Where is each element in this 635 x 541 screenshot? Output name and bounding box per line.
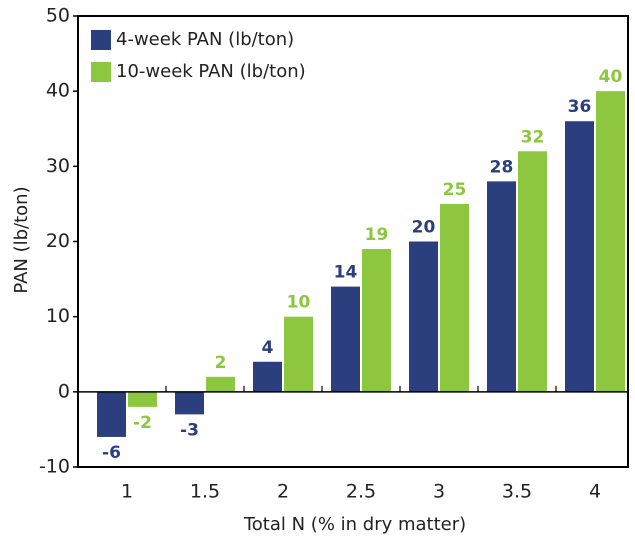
bar	[596, 91, 625, 392]
x-axis-label: Total N (% in dry matter)	[243, 514, 466, 535]
bar	[487, 181, 516, 392]
y-tick-label: 50	[46, 5, 70, 27]
x-tick-label: 1.5	[190, 481, 220, 503]
value-label: 28	[490, 157, 514, 177]
bar	[284, 316, 313, 392]
y-tick-label: 10	[46, 305, 70, 327]
y-tick-label: -10	[39, 456, 70, 478]
legend-swatch	[91, 62, 111, 82]
bar	[128, 391, 157, 407]
value-label: 20	[412, 218, 436, 238]
bar	[206, 376, 235, 392]
y-tick-label: 20	[46, 230, 70, 252]
value-label: 19	[365, 225, 389, 245]
bar	[565, 121, 594, 392]
bar	[518, 151, 547, 392]
x-tick-label: 3	[433, 481, 445, 503]
value-label: 10	[287, 293, 311, 313]
value-label: 2	[215, 353, 227, 373]
bar	[97, 391, 126, 437]
y-tick-label: 40	[46, 80, 70, 102]
value-label: -2	[133, 413, 152, 433]
value-label: -6	[102, 443, 121, 463]
bar	[253, 361, 282, 392]
value-label: 14	[334, 263, 358, 283]
x-tick-label: 2.5	[346, 481, 376, 503]
value-label: 25	[443, 180, 467, 200]
value-label: 32	[521, 127, 545, 147]
y-axis-label: PAN (lb/ton)	[11, 186, 32, 293]
legend-swatch	[91, 30, 111, 50]
value-label: 40	[599, 67, 623, 87]
bar	[440, 203, 469, 392]
bar	[362, 249, 391, 392]
y-tick-label: 0	[58, 380, 70, 402]
value-label: 36	[568, 97, 592, 117]
bar	[409, 241, 438, 392]
value-label: -3	[180, 420, 199, 440]
bar	[331, 286, 360, 392]
bar	[175, 391, 204, 415]
value-label: 4	[262, 338, 274, 358]
plot-frame	[77, 15, 629, 468]
x-tick-label: 3.5	[502, 481, 532, 503]
legend-label: 10-week PAN (lb/ton)	[116, 61, 306, 82]
legend-label: 4-week PAN (lb/ton)	[116, 29, 294, 50]
x-tick-label: 4	[589, 481, 601, 503]
x-tick-label: 1	[121, 481, 133, 503]
x-tick-label: 2	[277, 481, 289, 503]
y-tick-label: 30	[46, 155, 70, 177]
